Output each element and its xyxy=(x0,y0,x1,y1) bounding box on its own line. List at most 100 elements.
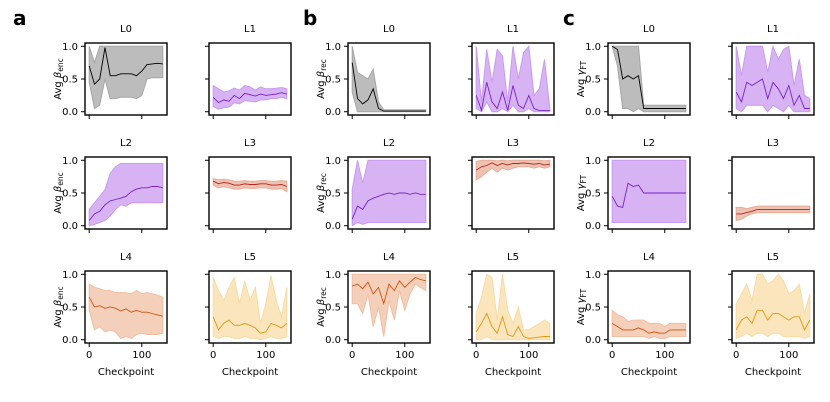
subplot-title-a-l2: L2 xyxy=(120,138,132,149)
subplot-c-l1: L1 xyxy=(728,24,815,119)
ytick-label-a-l4-0: 0.0 xyxy=(62,335,78,346)
axes-frame-a-l3 xyxy=(208,156,292,230)
band-b-l1 xyxy=(475,45,551,113)
xtick-label-b-l4-0: 0 xyxy=(349,350,355,361)
panel-letter-b: b xyxy=(303,6,317,30)
ytick-label-b-l0-2: 1.0 xyxy=(325,42,341,53)
subplot-a-l0: L0 0.0 0.5 1.0 Avg βenc xyxy=(53,24,168,119)
ytick-label-c-l4-0: 0.0 xyxy=(585,335,601,346)
ytick-label-b-l4-0: 0.0 xyxy=(325,335,341,346)
band-b-l3 xyxy=(475,159,551,181)
xlabel-a-l4: Checkpoint xyxy=(98,367,154,378)
subplot-title-b-l4: L4 xyxy=(383,252,395,263)
band-a-l4 xyxy=(88,283,164,339)
mean-line-a-l1 xyxy=(212,92,287,104)
mean-line-c-l2 xyxy=(611,182,686,208)
mean-line-a-l2 xyxy=(88,186,163,221)
mean-line-a-l5 xyxy=(212,316,288,334)
mean-line-b-l0 xyxy=(351,62,426,112)
ytick-label-b-l4-2: 1.0 xyxy=(325,270,341,281)
band-a-l2 xyxy=(88,163,164,227)
subplot-b-l2: L2 0.0 0.5 1.0 Avg βrec xyxy=(316,138,431,233)
mean-line-b-l4 xyxy=(352,276,426,306)
xtick-label-c-l4-0: 0 xyxy=(609,350,615,361)
subplot-title-c-l4: L4 xyxy=(643,252,655,263)
xlabel-b-l5: Checkpoint xyxy=(485,367,541,378)
xtick-label-c-l5-1: 100 xyxy=(779,350,798,361)
subplot-a-l5: L5 0 100 Checkpoint xyxy=(205,252,292,378)
ylabel-b-l4: Avg βrec xyxy=(316,287,328,327)
ytick-label-a-l4-1: 0.5 xyxy=(62,303,78,314)
mean-line-b-l3 xyxy=(475,162,550,171)
ytick-label-b-l2-0: 0.0 xyxy=(325,221,341,232)
band-b-l5 xyxy=(475,273,551,341)
subplot-c-l4: L4 0.0 0.5 1.0 0 100 Checkpoint Avg γFT xyxy=(576,252,691,378)
panel-letter-c: c xyxy=(563,6,575,30)
subplot-title-a-l1: L1 xyxy=(244,24,256,35)
xtick-label-b-l5-0: 0 xyxy=(473,350,479,361)
ytick-label-b-l2-1: 0.5 xyxy=(325,189,341,200)
xtick-label-a-l4-0: 0 xyxy=(86,350,92,361)
ylabel-a-l0: Avg βenc xyxy=(53,58,65,100)
ytick-label-c-l4-1: 0.5 xyxy=(585,303,601,314)
subplot-c-l5: L5 0 100 Checkpoint xyxy=(728,252,815,378)
subplot-a-l4: L4 0.0 0.5 1.0 0 100 Checkpoint Avg βenc xyxy=(53,252,168,378)
band-c-l2 xyxy=(611,159,687,223)
subplot-title-b-l1: L1 xyxy=(507,24,519,35)
mean-line-c-l1 xyxy=(735,78,810,109)
ytick-label-a-l0-0: 0.0 xyxy=(62,107,78,118)
mean-line-b-l2 xyxy=(351,192,426,220)
ylabel-c-l4: Avg γFT xyxy=(576,288,588,325)
mean-line-c-l0 xyxy=(611,45,686,109)
subplot-c-l3: L3 xyxy=(728,138,815,233)
ytick-label-b-l2-2: 1.0 xyxy=(325,156,341,167)
mean-line-c-l5 xyxy=(735,309,811,331)
ytick-label-c-l4-2: 1.0 xyxy=(585,270,601,281)
ytick-label-a-l2-0: 0.0 xyxy=(62,221,78,232)
ylabel-b-l2: Avg βrec xyxy=(316,173,328,213)
ylabel-c-l0: Avg γFT xyxy=(576,60,588,97)
xtick-label-c-l4-1: 100 xyxy=(655,350,674,361)
subplot-c-l0: L0 0.0 0.5 1.0 Avg γFT xyxy=(576,24,691,119)
xtick-label-a-l5-0: 0 xyxy=(210,350,216,361)
subplot-title-a-l4: L4 xyxy=(120,252,132,263)
axes-frame-c-l3 xyxy=(731,156,815,230)
xtick-label-b-l5-1: 100 xyxy=(519,350,538,361)
subplot-title-b-l3: L3 xyxy=(507,138,519,149)
band-c-l1 xyxy=(735,44,811,113)
ytick-label-c-l2-1: 0.5 xyxy=(585,189,601,200)
subplot-b-l1: L1 xyxy=(468,24,555,119)
subplot-b-l0: L0 0.0 0.5 1.0 Avg βrec xyxy=(316,24,431,119)
ytick-label-a-l0-1: 0.5 xyxy=(62,75,78,86)
ytick-label-b-l4-1: 0.5 xyxy=(325,303,341,314)
ylabel-b-l0: Avg βrec xyxy=(316,59,328,99)
xlabel-c-l4: Checkpoint xyxy=(621,367,677,378)
subplot-title-c-l1: L1 xyxy=(767,24,779,35)
xtick-label-a-l4-1: 100 xyxy=(132,350,151,361)
subplot-b-l5: L5 0 100 Checkpoint xyxy=(468,252,555,378)
subplot-grid: L0 0.0 0.5 1.0 Avg βenc L1 L2 0.0 0.5 1.0 Avg βenc… xyxy=(53,24,815,378)
xlabel-c-l5: Checkpoint xyxy=(745,367,801,378)
subplot-a-l3: L3 xyxy=(205,138,292,233)
subplot-c-l2: L2 0.0 0.5 1.0 Avg γFT xyxy=(576,138,691,233)
subplot-title-c-l2: L2 xyxy=(643,138,655,149)
mean-line-b-l1 xyxy=(475,82,550,113)
subplot-title-a-l0: L0 xyxy=(120,24,132,35)
ylabel-c-l2: Avg γFT xyxy=(576,174,588,211)
subplot-a-l2: L2 0.0 0.5 1.0 Avg βenc xyxy=(53,138,168,233)
ytick-label-a-l4-2: 1.0 xyxy=(62,270,78,281)
ylabel-a-l2: Avg βenc xyxy=(53,172,65,214)
subplot-title-b-l5: L5 xyxy=(507,252,519,263)
mean-line-a-l3 xyxy=(213,180,287,187)
subplot-title-b-l2: L2 xyxy=(383,138,395,149)
ytick-label-a-l2-2: 1.0 xyxy=(62,156,78,167)
subplot-title-a-l5: L5 xyxy=(244,252,256,263)
ytick-label-c-l0-1: 0.5 xyxy=(585,75,601,86)
ytick-label-b-l0-1: 0.5 xyxy=(325,75,341,86)
band-b-l0 xyxy=(351,46,427,113)
subplot-title-c-l0: L0 xyxy=(643,24,655,35)
subplot-title-a-l3: L3 xyxy=(244,138,256,149)
band-c-l4 xyxy=(611,309,687,339)
subplot-title-c-l3: L3 xyxy=(767,138,779,149)
